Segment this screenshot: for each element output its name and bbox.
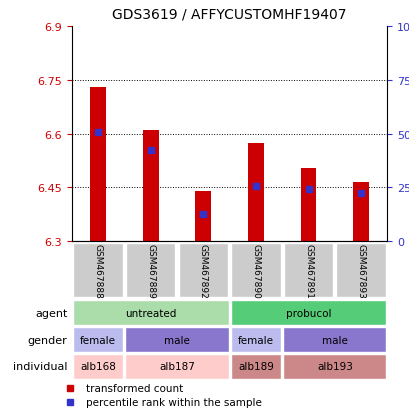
Bar: [230, 354, 281, 379]
Bar: [300, 168, 316, 242]
Text: alb193: alb193: [316, 361, 352, 372]
Text: GSM467893: GSM467893: [356, 243, 365, 298]
Text: alb189: alb189: [237, 361, 273, 372]
Text: GSM467889: GSM467889: [146, 243, 155, 298]
Text: gender: gender: [28, 335, 67, 345]
Text: agent: agent: [35, 308, 67, 318]
Text: alb187: alb187: [159, 361, 194, 372]
Text: GSM467888: GSM467888: [93, 243, 102, 298]
Bar: [283, 354, 385, 379]
FancyBboxPatch shape: [126, 243, 175, 298]
Text: GSM467891: GSM467891: [303, 243, 312, 298]
Bar: [142, 131, 158, 242]
Bar: [230, 301, 385, 325]
Text: male: male: [321, 335, 347, 345]
Text: GSM467892: GSM467892: [198, 243, 207, 298]
Title: GDS3619 / AFFYCUSTOMHF19407: GDS3619 / AFFYCUSTOMHF19407: [112, 7, 346, 21]
Bar: [283, 328, 385, 352]
Text: probucol: probucol: [285, 308, 330, 318]
Bar: [353, 183, 368, 242]
Text: female: female: [80, 335, 116, 345]
Bar: [195, 192, 211, 242]
Text: GSM467890: GSM467890: [251, 243, 260, 298]
Text: individual: individual: [13, 361, 67, 372]
FancyBboxPatch shape: [283, 243, 333, 298]
Text: untreated: untreated: [125, 308, 176, 318]
Text: female: female: [237, 335, 273, 345]
FancyBboxPatch shape: [178, 243, 227, 298]
Text: male: male: [164, 335, 189, 345]
Bar: [73, 354, 123, 379]
Text: alb168: alb168: [80, 361, 116, 372]
Text: percentile rank within the sample: percentile rank within the sample: [86, 398, 261, 408]
Bar: [90, 88, 106, 242]
Text: transformed count: transformed count: [86, 383, 183, 393]
Bar: [247, 143, 263, 242]
FancyBboxPatch shape: [336, 243, 385, 298]
Bar: [73, 301, 228, 325]
FancyBboxPatch shape: [73, 243, 122, 298]
Bar: [125, 354, 228, 379]
Bar: [230, 328, 281, 352]
Bar: [125, 328, 228, 352]
FancyBboxPatch shape: [231, 243, 280, 298]
Bar: [73, 328, 123, 352]
